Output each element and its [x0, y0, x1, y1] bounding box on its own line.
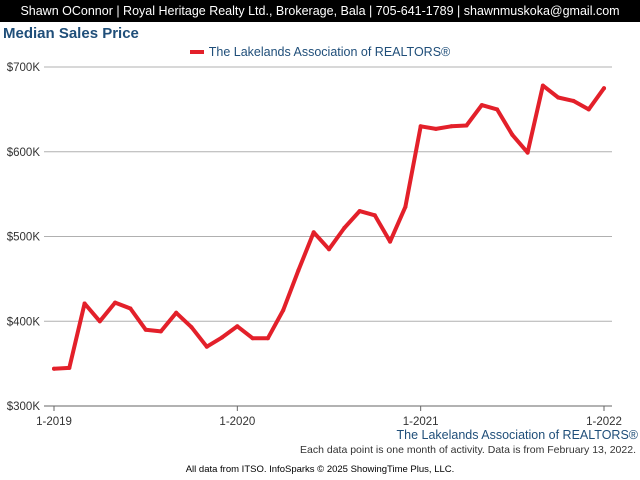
y-axis-labels: $700K $600K $500K $400K $300K — [7, 62, 41, 413]
x-axis-labels: 1-2019 1-2020 1-2021 1-2022 — [36, 406, 622, 428]
legend-label: The Lakelands Association of REALTORS® — [208, 45, 451, 59]
data-point — [342, 226, 347, 230]
x-tick-label: 1-2021 — [403, 416, 439, 428]
agent-contact-bar: Shawn OConnor | Royal Heritage Realty Lt… — [0, 0, 640, 22]
chart-title: Median Sales Price — [3, 25, 139, 42]
data-point — [296, 268, 301, 273]
data-point — [388, 239, 393, 244]
data-point — [250, 336, 255, 341]
data-point — [418, 124, 423, 129]
data-point — [495, 107, 500, 112]
y-tick-label: $300K — [7, 401, 41, 413]
data-point — [174, 310, 179, 315]
y-tick-label: $400K — [7, 316, 41, 328]
x-tick-label: 1-2020 — [219, 416, 255, 428]
data-point — [571, 98, 576, 103]
footer-credit: All data from ITSO. InfoSparks © 2025 Sh… — [185, 464, 455, 475]
data-point — [97, 319, 102, 324]
source-organization: The Lakelands Association of REALTORS® — [396, 428, 638, 442]
data-point — [403, 204, 408, 209]
data-point — [113, 300, 118, 305]
data-point — [265, 336, 270, 341]
data-point — [357, 209, 362, 214]
data-point — [449, 124, 454, 129]
data-point — [479, 103, 484, 108]
data-point — [220, 335, 225, 340]
legend-swatch — [189, 49, 204, 54]
data-point — [525, 150, 530, 155]
data-point — [586, 107, 591, 112]
x-tick-label: 1-2022 — [586, 416, 622, 428]
data-point — [372, 213, 377, 218]
series-lines — [52, 83, 606, 371]
data-point — [311, 230, 316, 235]
data-point — [128, 306, 133, 311]
x-tick-label: 1-2019 — [36, 416, 72, 428]
data-point — [464, 123, 469, 128]
y-tick-label: $600K — [7, 147, 41, 159]
data-point — [327, 247, 331, 252]
data-point — [556, 95, 561, 100]
data-note: Each data point is one month of activity… — [300, 444, 636, 456]
data-point — [158, 329, 163, 334]
data-point — [52, 366, 56, 371]
data-point — [602, 86, 606, 91]
data-point — [82, 301, 87, 306]
data-point — [540, 83, 545, 88]
grid-lines — [44, 66, 612, 407]
data-point — [143, 327, 148, 332]
y-tick-label: $700K — [7, 62, 41, 74]
chart-legend: The Lakelands Association of REALTORS® — [0, 45, 640, 59]
data-point — [433, 126, 438, 131]
series-line-0 — [52, 83, 606, 371]
data-point — [235, 324, 240, 329]
y-tick-label: $500K — [7, 232, 41, 244]
data-point — [204, 344, 209, 349]
data-point — [67, 365, 72, 370]
data-point — [189, 325, 194, 330]
data-point — [510, 132, 515, 137]
data-point — [281, 308, 286, 313]
